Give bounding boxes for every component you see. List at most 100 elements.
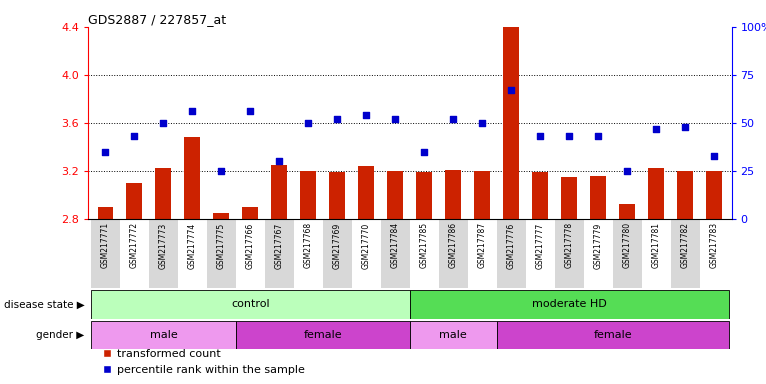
Text: GSM217767: GSM217767 xyxy=(275,222,284,268)
Bar xyxy=(97,207,113,219)
Point xyxy=(650,126,663,132)
Bar xyxy=(497,321,728,349)
Text: GSM217786: GSM217786 xyxy=(449,222,458,268)
Bar xyxy=(474,171,490,219)
Text: moderate HD: moderate HD xyxy=(532,299,607,310)
Text: gender ▶: gender ▶ xyxy=(36,330,84,340)
Bar xyxy=(619,204,635,219)
Text: GSM217782: GSM217782 xyxy=(681,222,689,268)
Text: GSM217778: GSM217778 xyxy=(565,222,574,268)
Point xyxy=(534,133,546,139)
Text: GSM217773: GSM217773 xyxy=(159,222,168,268)
Point xyxy=(621,168,633,174)
Bar xyxy=(352,219,381,288)
Text: GSM217781: GSM217781 xyxy=(652,222,660,268)
Text: GSM217772: GSM217772 xyxy=(130,222,139,268)
Point xyxy=(679,124,691,130)
Bar xyxy=(468,219,497,288)
Bar xyxy=(497,219,525,288)
Bar xyxy=(410,219,439,288)
Point xyxy=(100,149,112,155)
Point xyxy=(244,108,257,114)
Bar xyxy=(322,219,352,288)
Bar xyxy=(358,166,375,219)
Bar xyxy=(91,290,410,319)
Point xyxy=(303,120,315,126)
Bar xyxy=(677,171,693,219)
Bar xyxy=(591,176,606,219)
Text: GSM217777: GSM217777 xyxy=(535,222,545,268)
Point xyxy=(447,116,460,122)
Bar xyxy=(503,21,519,219)
Bar xyxy=(699,219,728,288)
Point xyxy=(476,120,489,126)
Bar xyxy=(271,165,287,219)
Bar xyxy=(265,219,294,288)
Point xyxy=(215,168,228,174)
Text: control: control xyxy=(231,299,270,310)
Bar xyxy=(294,219,322,288)
Text: GSM217774: GSM217774 xyxy=(188,222,197,268)
Bar xyxy=(410,321,497,349)
Text: GSM217779: GSM217779 xyxy=(594,222,603,268)
Bar xyxy=(555,219,584,288)
Text: GSM217768: GSM217768 xyxy=(304,222,313,268)
Point xyxy=(563,133,575,139)
Bar xyxy=(155,169,172,219)
Text: GSM217769: GSM217769 xyxy=(333,222,342,268)
Point xyxy=(129,133,141,139)
Text: GSM217766: GSM217766 xyxy=(246,222,255,268)
Text: GDS2887 / 227857_at: GDS2887 / 227857_at xyxy=(88,13,226,26)
Text: GSM217771: GSM217771 xyxy=(101,222,110,268)
Bar xyxy=(329,172,345,219)
Bar xyxy=(671,219,699,288)
Point xyxy=(331,116,343,122)
Bar xyxy=(185,137,201,219)
Point xyxy=(273,158,286,164)
Bar xyxy=(149,219,178,288)
Bar xyxy=(706,171,722,219)
Bar xyxy=(613,219,642,288)
Bar xyxy=(236,321,410,349)
Point xyxy=(708,152,720,159)
Bar xyxy=(525,219,555,288)
Text: GSM217783: GSM217783 xyxy=(709,222,719,268)
Text: GSM217770: GSM217770 xyxy=(362,222,371,268)
Point xyxy=(505,87,517,93)
Bar xyxy=(91,321,236,349)
Legend: transformed count, percentile rank within the sample: transformed count, percentile rank withi… xyxy=(101,349,305,375)
Bar xyxy=(417,172,432,219)
Text: male: male xyxy=(440,330,467,340)
Bar xyxy=(214,213,229,219)
Text: GSM217785: GSM217785 xyxy=(420,222,429,268)
Text: female: female xyxy=(594,330,632,340)
Bar xyxy=(584,219,613,288)
Point xyxy=(592,133,604,139)
Bar xyxy=(236,219,265,288)
Point xyxy=(389,116,401,122)
Text: GSM217784: GSM217784 xyxy=(391,222,400,268)
Point xyxy=(186,108,198,114)
Bar xyxy=(178,219,207,288)
Bar xyxy=(91,219,120,288)
Bar xyxy=(410,290,728,319)
Bar xyxy=(207,219,236,288)
Bar xyxy=(381,219,410,288)
Text: male: male xyxy=(149,330,177,340)
Text: GSM217776: GSM217776 xyxy=(507,222,516,268)
Text: female: female xyxy=(303,330,342,340)
Point xyxy=(360,112,372,118)
Text: GSM217780: GSM217780 xyxy=(623,222,632,268)
Point xyxy=(157,120,169,126)
Bar xyxy=(561,177,578,219)
Bar xyxy=(642,219,671,288)
Bar xyxy=(388,171,403,219)
Bar xyxy=(242,207,258,219)
Bar xyxy=(439,219,468,288)
Point xyxy=(418,149,430,155)
Bar xyxy=(126,183,142,219)
Bar xyxy=(300,171,316,219)
Text: disease state ▶: disease state ▶ xyxy=(4,299,84,310)
Text: GSM217775: GSM217775 xyxy=(217,222,226,268)
Bar xyxy=(532,172,548,219)
